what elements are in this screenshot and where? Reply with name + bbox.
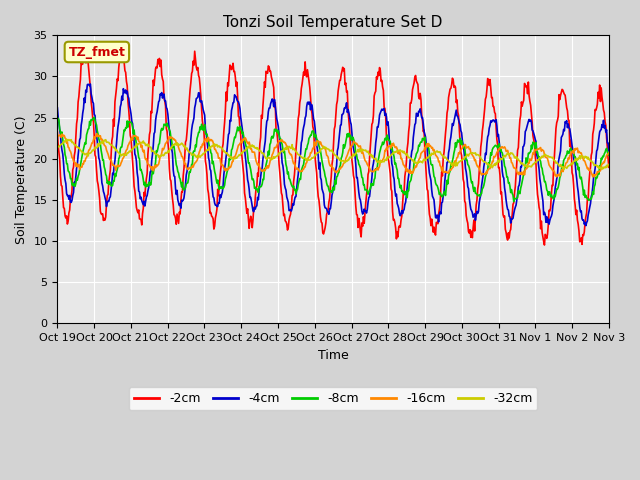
X-axis label: Time: Time xyxy=(318,348,349,362)
Legend: -2cm, -4cm, -8cm, -16cm, -32cm: -2cm, -4cm, -8cm, -16cm, -32cm xyxy=(129,387,538,410)
Text: TZ_fmet: TZ_fmet xyxy=(68,46,125,59)
Title: Tonzi Soil Temperature Set D: Tonzi Soil Temperature Set D xyxy=(223,15,443,30)
Y-axis label: Soil Temperature (C): Soil Temperature (C) xyxy=(15,115,28,244)
